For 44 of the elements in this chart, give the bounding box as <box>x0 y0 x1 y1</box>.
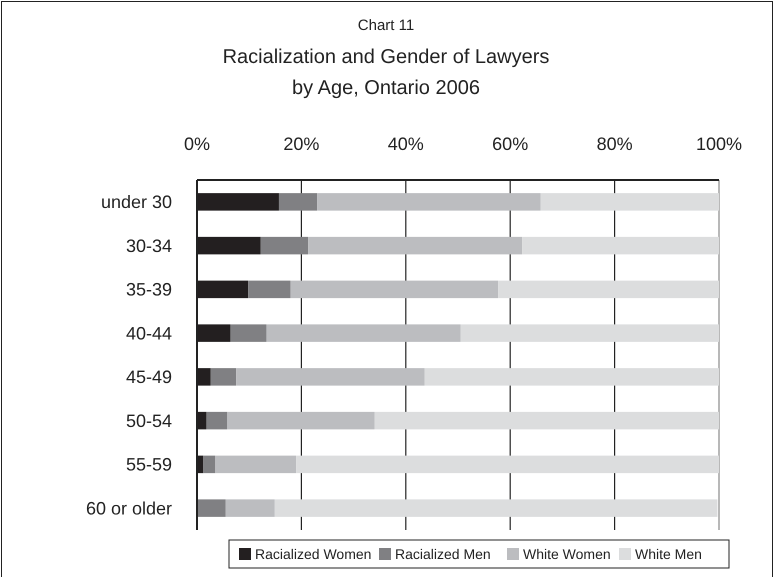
y-tick-label: 35-39 <box>126 280 172 300</box>
x-tick-label: 100% <box>696 134 742 154</box>
bar <box>226 499 275 517</box>
bar <box>278 193 318 211</box>
bar <box>266 324 461 342</box>
bar <box>424 368 719 386</box>
legend-label: Racialized Men <box>395 546 491 562</box>
bar <box>210 368 236 386</box>
chart-title: Chart 11 <box>358 17 414 34</box>
legend-label: White Women <box>523 546 611 562</box>
bar <box>248 280 290 298</box>
bar <box>227 412 374 430</box>
bar <box>197 499 226 517</box>
x-tick-label: 20% <box>283 134 320 154</box>
y-tick-label: 50-54 <box>126 410 172 431</box>
bar <box>540 193 719 211</box>
legend-label: White Men <box>635 546 702 562</box>
x-tick-label: 60% <box>492 134 528 154</box>
bar <box>236 368 425 386</box>
bar <box>290 280 498 298</box>
bar <box>230 324 266 342</box>
bar <box>498 280 719 298</box>
bar <box>203 456 216 474</box>
bar <box>460 324 719 342</box>
bar <box>317 193 540 211</box>
x-tick-label: 80% <box>596 134 633 154</box>
chart-subtitle: Racialization and Gender of Lawyers by Age, Ontario 2006 <box>222 46 550 99</box>
x-tick-label: 0% <box>184 134 210 154</box>
bar <box>522 236 719 254</box>
legend-label: Racialized Women <box>255 546 372 562</box>
bar <box>274 499 718 517</box>
y-tick-label: 40-44 <box>126 323 172 344</box>
bar <box>308 236 522 254</box>
y-tick-label: 30-34 <box>126 236 172 256</box>
y-tick-label: under 30 <box>100 192 172 212</box>
bar <box>215 456 296 474</box>
bar <box>296 456 719 474</box>
y-tick-label: 45-49 <box>126 367 172 388</box>
bar <box>374 412 719 430</box>
bar <box>260 236 308 254</box>
y-tick-label: 60 or older <box>86 498 172 518</box>
x-tick-label: 40% <box>388 134 424 154</box>
bar <box>206 412 228 430</box>
y-tick-label: 55-59 <box>126 454 172 475</box>
